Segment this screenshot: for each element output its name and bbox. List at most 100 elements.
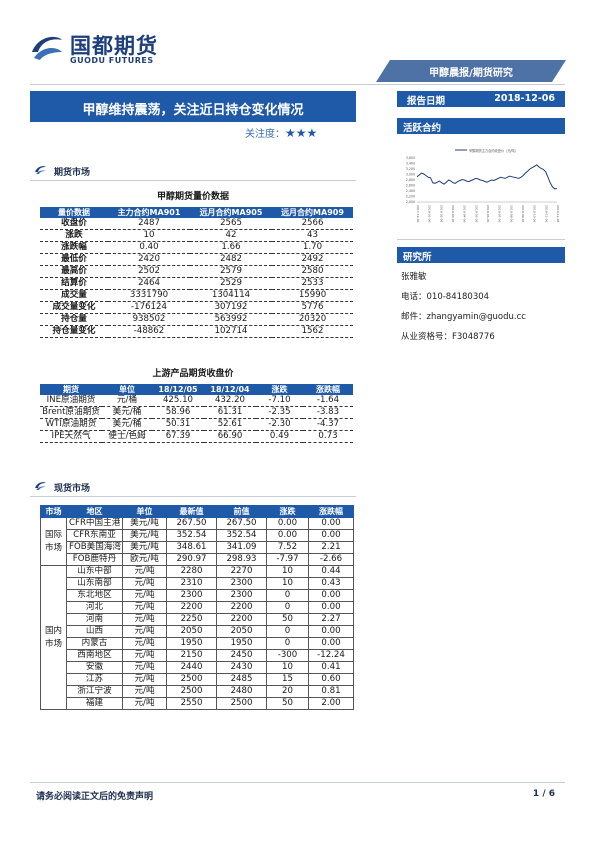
table-cell: 52.61	[204, 418, 256, 431]
chart-ytick-label: 3,400	[406, 162, 415, 166]
table-cell: 山东中部	[66, 565, 123, 578]
table-cell: 2533	[272, 277, 353, 290]
table-cell: 2580	[272, 265, 353, 278]
table-cell: 10	[266, 661, 309, 674]
chart-xtick-label: 2018-12-06	[556, 205, 560, 223]
table-cell: 元/吨	[122, 637, 167, 650]
table-cell: 西南地区	[66, 649, 123, 662]
table-header-cell: 涨跌幅	[303, 384, 353, 395]
table-row: 最高价 2502 2579 2580	[40, 265, 353, 278]
logo-mark-icon	[32, 36, 62, 60]
table-header-cell: 18/12/05	[152, 384, 204, 395]
table-cell: 43	[272, 229, 353, 242]
table-cell: 20	[266, 685, 309, 698]
table-cell: 2200	[166, 601, 217, 614]
table-row: 持仓量变化 -48862 102714 1562	[40, 325, 353, 338]
table-cell: 2430	[216, 661, 267, 674]
table-cell: 425.10	[152, 395, 204, 407]
table-row: 涨跌 10 42 43	[40, 229, 353, 242]
table-cell: 山西	[66, 625, 123, 638]
table-cell: 2485	[216, 673, 267, 686]
report-date-bar: 报告日期 2018-12-06	[397, 91, 565, 107]
table-row: 浙江宁波 元/吨 2500 2480 20 0.81	[41, 685, 354, 698]
research-info: 张雅敏 电话：010-84180304 邮件：zhangyamin@guodu.…	[401, 268, 566, 346]
table-row: 河北 元/吨 2200 2200 0 0.00	[41, 601, 354, 614]
table-cell: 1950	[166, 637, 217, 650]
section-bullet-icon	[35, 166, 46, 174]
footer-disclaimer[interactable]: 请务必阅读正文后的免责声明	[36, 792, 154, 802]
table-cell: 2464	[108, 277, 190, 290]
table-cell: 元/桶	[102, 395, 152, 407]
table-cell: -176124	[108, 301, 190, 314]
table-cell: 元/吨	[122, 649, 167, 662]
table-cell: 美元/桶	[102, 418, 152, 431]
analyst-license: 从业资格号：F3048776	[401, 332, 495, 342]
table-row: Brent原油期货 美元/桶 58.96 61.31 -2.35 -3.83	[40, 406, 353, 419]
table-header-cell: 远月合约MA909	[272, 207, 353, 218]
upstream-price-table: 期货 单位 18/12/05 18/12/04 涨跌 涨跌幅 INE原油期货 元/桶 425.…	[40, 384, 353, 443]
table-header-cell: 单位	[122, 505, 167, 518]
table-cell: 持仓量	[40, 313, 108, 326]
table-cell: 1304114	[190, 289, 272, 302]
table-cell: 内蒙古	[66, 637, 123, 650]
table-cell: 2500	[166, 685, 217, 698]
chart-ytick-label: 3,600	[406, 156, 415, 160]
table-header-cell: 期货	[40, 384, 102, 395]
brand-name-cn: 国都期货	[70, 34, 158, 58]
table-cell: 0.00	[266, 517, 309, 530]
report-date-value: 2018-12-06	[494, 93, 555, 104]
chart-xtick-label: 2017-12-06	[416, 205, 420, 223]
table-cell: 348.61	[166, 541, 217, 554]
spot-section-title: 现货市场	[54, 484, 91, 494]
table-cell: 2492	[272, 253, 353, 266]
futures-table-caption: 甲醇期货量价数据	[156, 192, 229, 202]
table-cell: 1.70	[272, 241, 353, 254]
table-cell: 山东南部	[66, 577, 123, 590]
table-cell: 58.96	[152, 406, 204, 419]
table-row: 最低价 2420 2482 2492	[40, 253, 353, 266]
chart-ytick-label: 2,000	[406, 200, 415, 204]
table-cell: -4.37	[303, 418, 353, 431]
table-cell: 2050	[216, 625, 267, 638]
table-cell: 元/吨	[122, 577, 167, 590]
table-row: 福建 元/吨 2550 2500 50 2.00	[41, 697, 354, 710]
table-cell: 涨跌	[40, 229, 108, 242]
chart-divider	[397, 239, 565, 240]
table-cell: FOB美国海湾	[66, 541, 123, 554]
table-cell: 2566	[272, 218, 353, 230]
table-cell: -2.66	[308, 553, 354, 566]
table-cell: -7.97	[266, 553, 309, 566]
table-cell: 2420	[108, 253, 190, 266]
table-header-cell: 涨跌幅	[308, 505, 354, 518]
table-cell: -12.24	[308, 649, 354, 662]
table-cell: 最高价	[40, 265, 108, 278]
table-cell: 2500	[216, 697, 267, 710]
chart-xtick-label: 2018-11-06	[544, 205, 548, 223]
table-cell: -2.35	[256, 406, 303, 419]
table-row: 江苏 元/吨 2500 2485 15 0.60	[41, 673, 354, 686]
table-cell: 2450	[216, 649, 267, 662]
chart-xtick-label: 2018-09-06	[521, 205, 525, 223]
table-row: 持仓量 938502 563992 20320	[40, 313, 353, 326]
table-cell: 67.39	[152, 430, 204, 443]
chart-xtick-label: 2018-02-06	[439, 205, 443, 223]
table-row: FOB美国海湾 美元/吨 348.61 341.09 7.52 2.21	[41, 541, 354, 554]
table-row: 国际市场 CFR中国主港 美元/吨 267.50 267.50 0.00 0.00	[40, 517, 354, 566]
table-cell: IPE天然气	[40, 430, 102, 443]
table-cell: 元/吨	[122, 673, 167, 686]
table-cell: 0	[266, 601, 309, 614]
table-row: 东北地区 元/吨 2300 2300 0 0.00	[41, 589, 354, 602]
table-cell: 298.93	[216, 553, 267, 566]
table-cell: 0	[266, 625, 309, 638]
table-cell: 2565	[190, 218, 272, 230]
table-cell: 432.20	[204, 395, 256, 407]
table-cell: 2270	[216, 565, 267, 578]
table-cell: 美元/吨	[122, 529, 167, 542]
table-cell: 收盘价	[40, 218, 108, 230]
table-cell: -48862	[108, 325, 190, 338]
table-cell: 2300	[216, 577, 267, 590]
table-cell: 20320	[272, 313, 353, 326]
table-row: 结算价 2464 2529 2533	[40, 277, 353, 290]
table-cell: 成交量	[40, 289, 108, 302]
report-series-tag: 甲醇晨报/期货研究	[376, 60, 566, 82]
